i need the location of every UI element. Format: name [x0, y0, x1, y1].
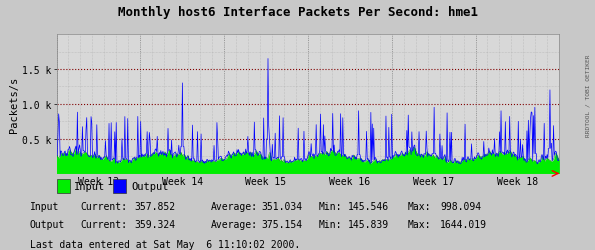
Text: Last data entered at Sat May  6 11:10:02 2000.: Last data entered at Sat May 6 11:10:02 … — [30, 239, 300, 249]
Text: Output: Output — [131, 181, 168, 191]
Text: Average:: Average: — [211, 219, 258, 229]
Text: Current:: Current: — [80, 219, 127, 229]
Text: Current:: Current: — [80, 201, 127, 211]
Text: Monthly host6 Interface Packets Per Second: hme1: Monthly host6 Interface Packets Per Seco… — [117, 6, 478, 19]
Text: Input: Input — [30, 201, 59, 211]
Text: RRDTOOL / TOBI OETIKER: RRDTOOL / TOBI OETIKER — [586, 54, 591, 136]
Text: 357.852: 357.852 — [134, 201, 175, 211]
Text: Min:: Min: — [318, 219, 342, 229]
Text: 351.034: 351.034 — [262, 201, 303, 211]
Text: 998.094: 998.094 — [440, 201, 481, 211]
Text: Max:: Max: — [408, 219, 431, 229]
Text: 145.839: 145.839 — [348, 219, 389, 229]
Text: 375.154: 375.154 — [262, 219, 303, 229]
Text: Output: Output — [30, 219, 65, 229]
Text: 145.546: 145.546 — [348, 201, 389, 211]
Text: Average:: Average: — [211, 201, 258, 211]
Text: 1644.019: 1644.019 — [440, 219, 487, 229]
Y-axis label: Packets/s: Packets/s — [9, 76, 19, 132]
Text: Max:: Max: — [408, 201, 431, 211]
Text: Min:: Min: — [318, 201, 342, 211]
Text: Input: Input — [74, 181, 106, 191]
Text: 359.324: 359.324 — [134, 219, 175, 229]
